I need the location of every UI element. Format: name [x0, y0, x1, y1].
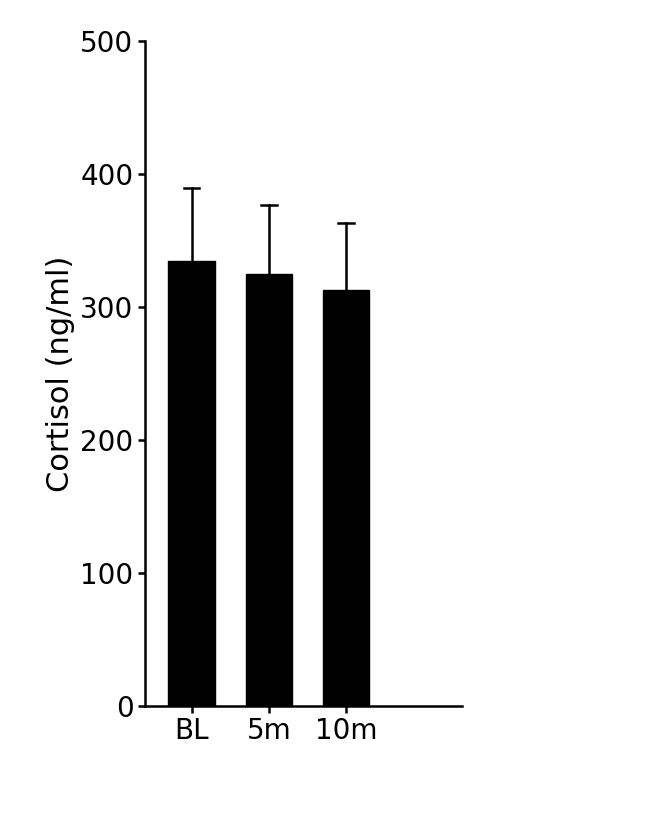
- Bar: [323, 290, 370, 706]
- Bar: [168, 261, 214, 706]
- Y-axis label: Cortisol (ng/ml): Cortisol (ng/ml): [46, 256, 75, 491]
- Bar: [246, 274, 292, 706]
